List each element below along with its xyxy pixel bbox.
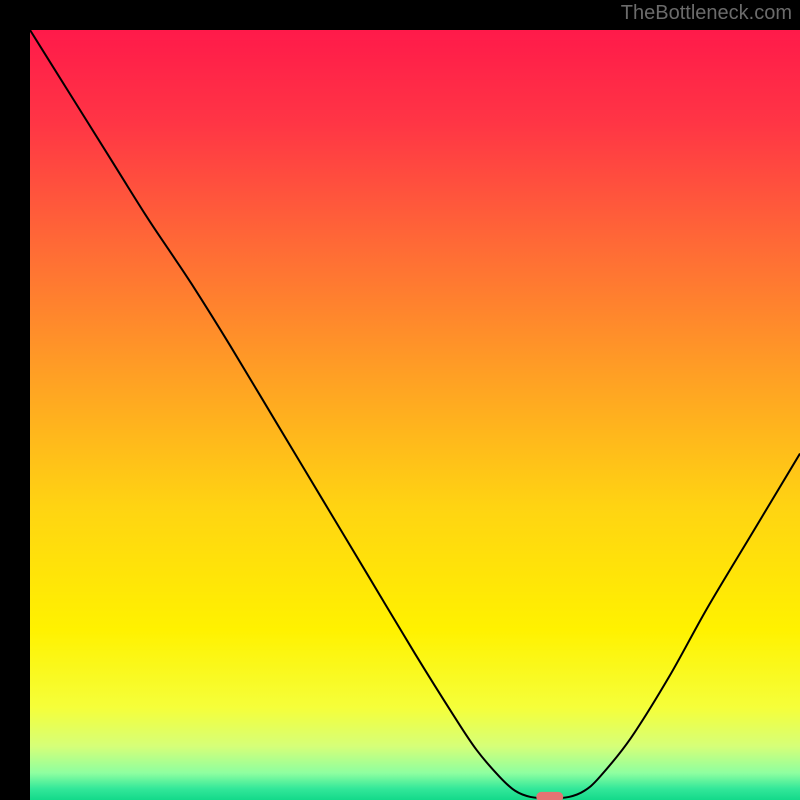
- optimal-point-marker: [536, 792, 563, 800]
- chart-frame: TheBottleneck.com: [0, 0, 800, 800]
- plot-area: [30, 30, 800, 800]
- gradient-background: [30, 30, 800, 800]
- watermark-text: TheBottleneck.com: [621, 2, 792, 25]
- bottleneck-chart: [30, 30, 800, 800]
